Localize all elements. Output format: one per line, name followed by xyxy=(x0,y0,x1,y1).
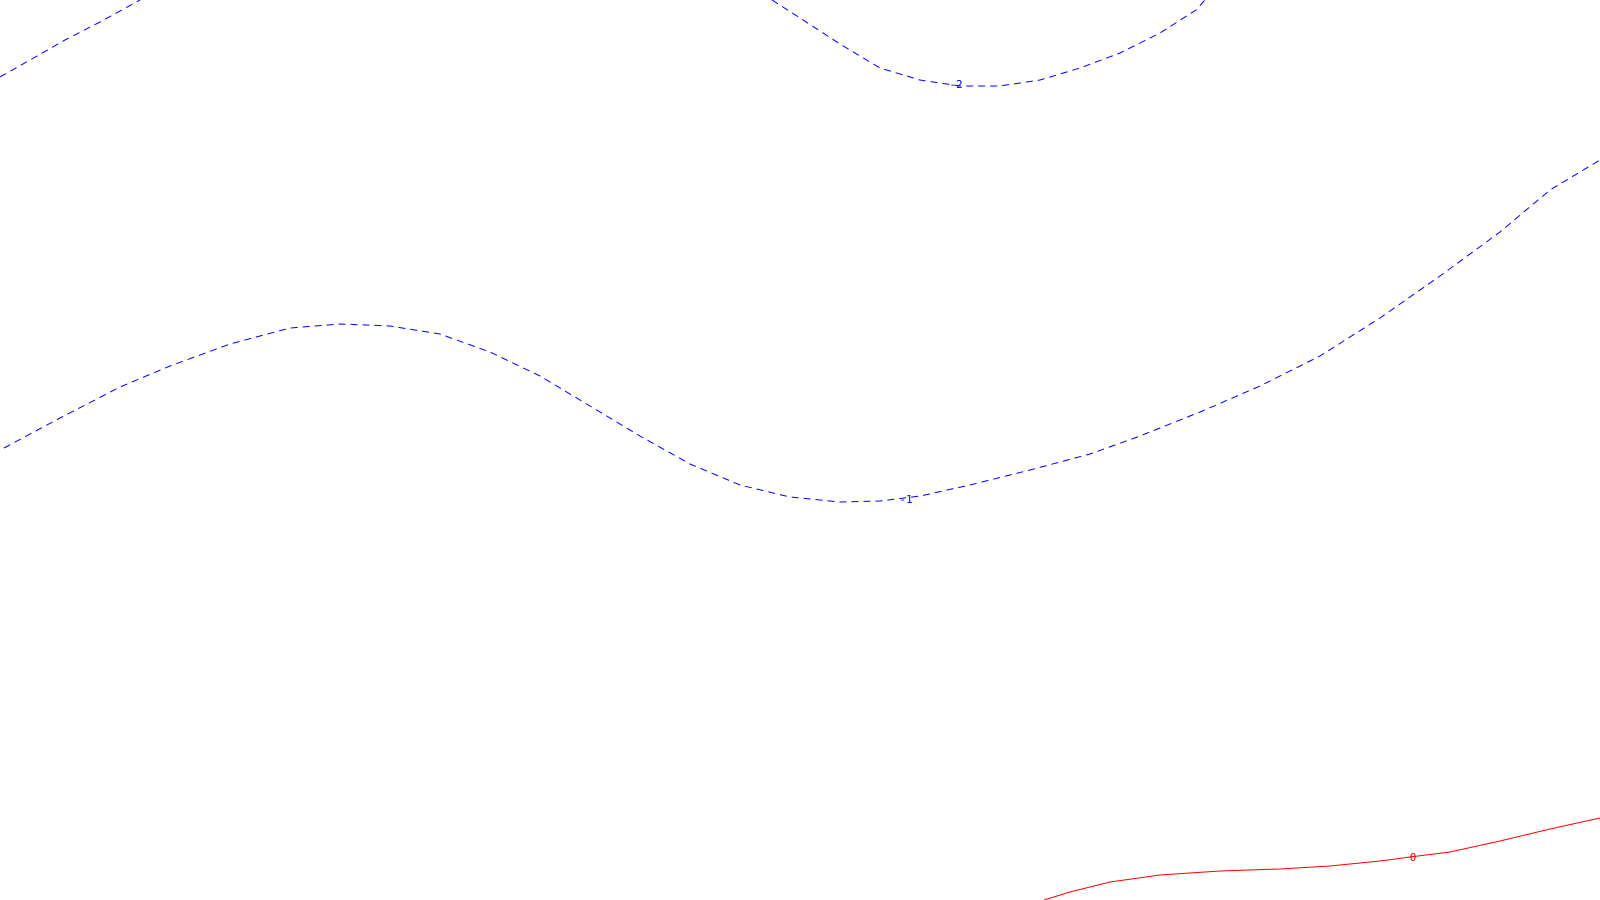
contour-line-minus2 xyxy=(771,0,1206,87)
contour-label-minus1: -1 xyxy=(899,493,912,506)
contour-line-minus2-corner xyxy=(0,0,141,78)
contour-label-minus2: -2 xyxy=(949,78,962,91)
contour-label-zero: 0 xyxy=(1410,851,1417,864)
contour-line-minus1 xyxy=(3,159,1600,503)
contour-line-zero xyxy=(1043,817,1600,900)
